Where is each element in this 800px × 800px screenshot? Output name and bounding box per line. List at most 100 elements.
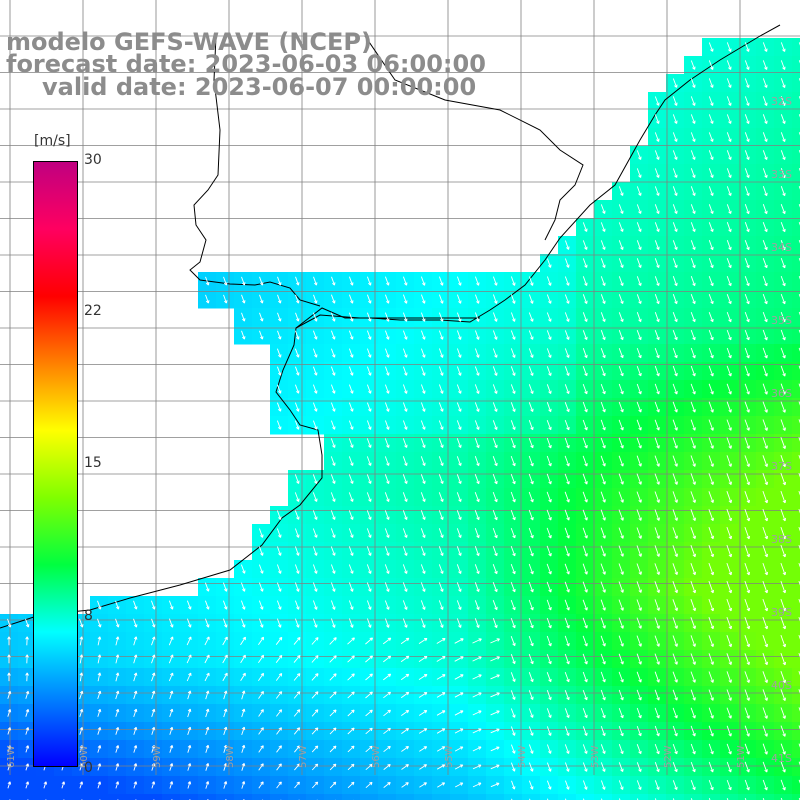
wind-arrow xyxy=(744,329,750,341)
wind-arrow xyxy=(618,401,624,413)
wind-arrow xyxy=(780,526,787,540)
wind-arrow xyxy=(672,78,678,88)
longitude-label: 58W xyxy=(225,745,236,768)
wind-arrow xyxy=(384,420,390,430)
coastline-inland xyxy=(189,35,584,307)
longitude-label: 57W xyxy=(298,745,309,768)
wind-arrow xyxy=(654,671,660,683)
wind-arrow xyxy=(726,761,732,773)
wind-arrow xyxy=(510,654,516,665)
wind-arrow xyxy=(690,419,696,431)
wind-arrow xyxy=(762,204,768,215)
wind-arrow xyxy=(672,96,678,106)
wind-arrow xyxy=(528,653,534,665)
wind-speed-cell xyxy=(792,326,800,345)
wind-arrow xyxy=(654,347,660,359)
wind-arrow xyxy=(402,546,408,556)
wind-arrow xyxy=(636,312,642,323)
wind-arrow xyxy=(744,779,750,791)
wind-arrow xyxy=(564,240,570,250)
wind-arrow xyxy=(636,240,642,251)
wind-arrow xyxy=(384,564,390,574)
wind-arrow xyxy=(7,618,12,628)
wind-arrow xyxy=(708,150,714,161)
wind-arrow xyxy=(366,510,372,520)
wind-arrow xyxy=(528,635,534,647)
wind-arrow xyxy=(383,727,391,735)
wind-arrow xyxy=(654,168,660,178)
wind-arrow xyxy=(690,563,697,576)
wind-speed-cell xyxy=(792,92,800,111)
wind-arrow xyxy=(636,689,642,701)
wind-arrow xyxy=(115,690,120,700)
wind-arrow xyxy=(654,707,660,719)
wind-arrow xyxy=(366,546,372,556)
wind-arrow xyxy=(654,276,660,287)
wind-speed-cell xyxy=(792,164,800,183)
wind-arrow xyxy=(61,781,66,789)
wind-arrow xyxy=(366,366,372,376)
wind-arrow xyxy=(672,132,678,142)
wind-arrow xyxy=(294,384,300,394)
wind-arrow xyxy=(600,276,606,287)
wind-arrow xyxy=(312,510,318,520)
wind-arrow xyxy=(654,150,660,160)
wind-arrow xyxy=(418,692,428,698)
wind-arrow xyxy=(456,564,462,575)
wind-arrow xyxy=(690,383,696,395)
wind-arrow xyxy=(762,222,768,233)
wind-arrow xyxy=(169,763,174,771)
wind-arrow xyxy=(708,78,714,88)
wind-arrow xyxy=(311,745,319,753)
wind-arrow xyxy=(472,638,482,644)
wind-arrow xyxy=(365,781,373,789)
wind-arrow xyxy=(564,276,570,286)
latitude-label: 36S xyxy=(771,387,792,400)
wind-arrow xyxy=(654,294,660,305)
wind-arrow xyxy=(726,509,733,522)
wind-arrow xyxy=(762,275,768,287)
wind-arrow xyxy=(186,654,192,664)
wind-arrow xyxy=(564,690,570,701)
wind-arrow xyxy=(726,365,732,377)
wind-arrow xyxy=(618,527,624,539)
wind-arrow xyxy=(348,348,354,358)
wind-arrow xyxy=(313,294,318,304)
wind-arrow xyxy=(169,690,174,700)
wind-arrow xyxy=(420,582,426,592)
wind-arrow xyxy=(708,365,714,377)
wind-speed-cell xyxy=(792,110,800,129)
wind-arrow xyxy=(438,276,444,286)
wind-speed-cell xyxy=(522,794,541,800)
wind-arrow xyxy=(618,780,624,790)
wind-arrow xyxy=(528,366,534,376)
wind-arrow xyxy=(276,709,283,717)
wind-arrow xyxy=(654,509,660,521)
wind-arrow xyxy=(329,763,337,771)
wind-arrow xyxy=(546,708,552,719)
wind-arrow xyxy=(744,455,750,467)
wind-arrow xyxy=(762,78,768,88)
wind-arrow xyxy=(636,780,642,790)
wind-arrow xyxy=(744,671,750,683)
legend-tick-15: 15 xyxy=(84,455,102,471)
wind-speed-cell xyxy=(342,794,361,800)
wind-arrow xyxy=(582,689,588,701)
wind-arrow xyxy=(726,60,732,70)
wind-arrow xyxy=(654,780,660,791)
wind-arrow xyxy=(708,60,714,70)
wind-arrow xyxy=(564,366,570,377)
wind-speed-cell xyxy=(180,794,199,800)
wind-arrow xyxy=(402,474,408,485)
wind-arrow xyxy=(187,763,192,771)
wind-arrow xyxy=(186,618,192,628)
wind-arrow xyxy=(546,366,552,377)
wind-arrow xyxy=(258,582,264,592)
wind-arrow xyxy=(636,635,642,647)
wind-arrow xyxy=(490,638,500,644)
wind-arrow xyxy=(708,168,714,179)
legend-tick-0: 0 xyxy=(84,760,93,776)
wind-arrow xyxy=(366,330,372,340)
wind-arrow xyxy=(564,348,570,358)
wind-arrow xyxy=(277,330,282,340)
